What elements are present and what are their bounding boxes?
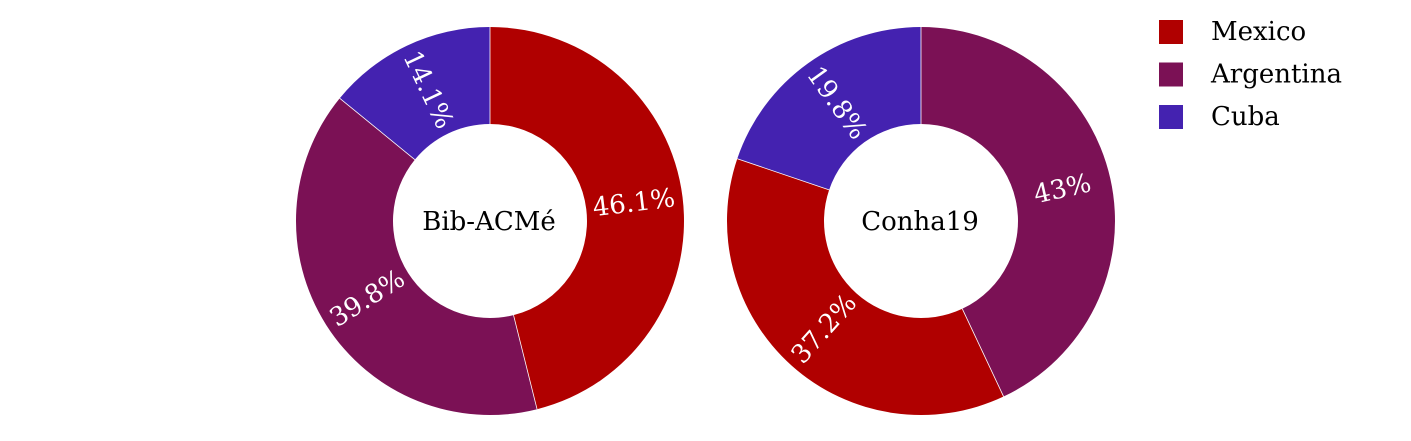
slice-conha19-cuba	[737, 27, 921, 190]
slice-bib-acm-cuba	[339, 27, 490, 160]
legend-swatch-mexico	[1159, 20, 1183, 44]
slice-separator	[339, 97, 416, 160]
slice-conha19-mexico	[727, 158, 1004, 415]
legend-label-cuba: Cuba	[1211, 102, 1280, 132]
legend-swatch-cuba	[1159, 105, 1183, 129]
slice-bib-acm-argentina	[296, 98, 538, 416]
donut-chart-conha19: 43%37.2%19.8%Conha19	[727, 27, 1115, 415]
slice-separator	[737, 158, 830, 191]
slice-conha19-argentina	[921, 27, 1115, 397]
legend: Mexico Argentina Cuba	[1159, 17, 1342, 132]
legend-label-mexico: Mexico	[1211, 17, 1306, 47]
slice-bib-acm-mexico	[490, 27, 684, 410]
slice-separator	[961, 308, 1004, 397]
donut-center-label: Conha19	[861, 207, 979, 237]
legend-label-argentina: Argentina	[1210, 60, 1342, 90]
legend-swatch-argentina	[1159, 62, 1183, 87]
donut-center-label: Bib-ACMé	[422, 207, 556, 237]
slice-separator	[513, 315, 538, 410]
donut-chart-bib-acme: 46.1%39.8%14.1%Bib-ACMé	[296, 27, 684, 416]
